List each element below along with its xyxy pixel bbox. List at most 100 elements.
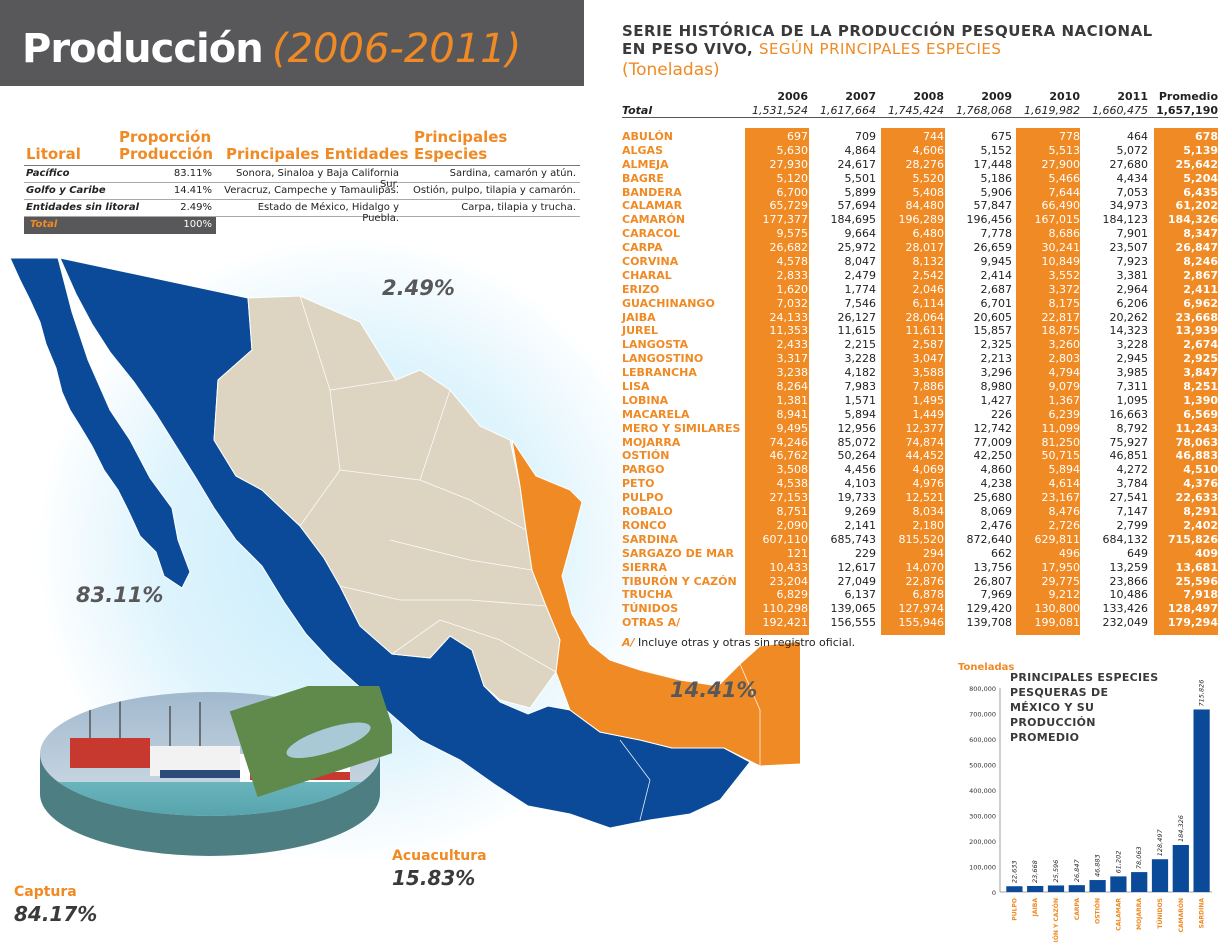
species-value: 5,520 xyxy=(912,171,945,185)
species-value: 46,883 xyxy=(1175,449,1218,463)
litoral-row: Pacífico 83.11% Sonora, Sinaloa y Baja C… xyxy=(24,166,580,190)
production-row: MERO Y SIMILARES 9,495 12,956 12,377 12,742 1… xyxy=(622,422,1218,436)
species-value: 13,756 xyxy=(973,560,1013,574)
year-header: 2009 xyxy=(981,90,1012,103)
species-value: 709 xyxy=(855,130,876,143)
production-row: LANGOSTA 2,433 2,215 2,587 2,325 3,260 3,228 2,… xyxy=(622,338,1218,352)
species-value: 6,137 xyxy=(844,588,877,602)
species-value: 4,434 xyxy=(1116,171,1149,185)
species-value: 139,065 xyxy=(830,602,877,616)
species-name: MERO Y SIMILARES xyxy=(622,421,741,435)
species-name: LANGOSTA xyxy=(622,338,689,352)
captura-pct: 84.17% xyxy=(14,902,98,926)
production-row: CAMARÓN 177,377 184,695 196,289 196,456 167,0… xyxy=(622,213,1218,227)
species-value: 7,969 xyxy=(980,588,1013,602)
species-name: PARGO xyxy=(622,463,665,477)
series-title-accent: SEGÚN PRINCIPALES ESPECIES xyxy=(758,40,1002,58)
species-name: ALGAS xyxy=(622,143,663,157)
species-value: 4,976 xyxy=(912,477,945,491)
species-value: 27,930 xyxy=(769,157,809,171)
chart-bar xyxy=(1172,844,1189,892)
species-value: 6,114 xyxy=(912,296,945,310)
litoral-especies: Ostión, pulpo, tilapia y camarón. xyxy=(412,185,576,196)
species-value: 196,289 xyxy=(898,213,945,227)
species-value: 6,701 xyxy=(980,296,1013,310)
species-value: 12,521 xyxy=(905,491,945,505)
series-title-line2: EN PESO VIVO, SEGÚN PRINCIPALES ESPECIES xyxy=(622,40,1192,58)
species-value: 697 xyxy=(787,130,808,143)
species-value: 44,452 xyxy=(905,449,945,463)
species-value: 496 xyxy=(1059,546,1080,560)
chart-y-tick-label: 200,000 xyxy=(969,838,996,846)
species-value: 2,433 xyxy=(776,338,809,352)
species-value: 1,495 xyxy=(912,393,945,407)
litoral-total-pct: 100% xyxy=(183,219,212,230)
species-value: 23,866 xyxy=(1109,574,1149,588)
species-value: 8,132 xyxy=(912,255,945,269)
species-value: 8,069 xyxy=(980,505,1013,519)
species-value: 715,826 xyxy=(1167,532,1218,546)
species-value: 5,408 xyxy=(912,185,945,199)
species-value: 3,260 xyxy=(1048,338,1081,352)
series-title-line1: SERIE HISTÓRICA DE LA PRODUCCIÓN PESQUER… xyxy=(622,22,1153,40)
production-row: PULPO 27,153 19,733 12,521 25,680 23,167 27,54… xyxy=(622,491,1218,505)
species-value: 2,674 xyxy=(1183,338,1218,352)
production-header-row: 2006 2007 2008 2009 2010 2011 Promedio xyxy=(622,90,1218,104)
species-value: 34,973 xyxy=(1109,199,1149,213)
total-value: 1,531,524 xyxy=(752,104,808,117)
production-row: ABULÓN 697 709 744 675 778 464 678 xyxy=(622,130,1218,144)
species-value: 744 xyxy=(923,130,944,143)
year-header: Promedio xyxy=(1158,90,1218,103)
species-name: ERIZO xyxy=(622,282,660,296)
species-value: 685,743 xyxy=(830,532,877,546)
species-value: 27,900 xyxy=(1041,157,1081,171)
chart-data-label: 61,202 xyxy=(1114,851,1122,874)
species-value: 815,520 xyxy=(898,532,945,546)
species-value: 7,778 xyxy=(980,227,1013,241)
species-value: 2,867 xyxy=(1183,268,1218,282)
litoral-header-entidades: Principales Entidades xyxy=(226,145,409,163)
species-value: 6,480 xyxy=(912,227,945,241)
species-value: 7,901 xyxy=(1116,227,1149,241)
species-bar-chart: Toneladas 0 100,000 200,000 300,000 400,000 50… xyxy=(958,662,1212,942)
species-value: 2,479 xyxy=(844,268,877,282)
species-value: 7,032 xyxy=(776,296,809,310)
species-value: 199,081 xyxy=(1034,616,1081,630)
species-value: 19,733 xyxy=(837,491,877,505)
species-value: 2,325 xyxy=(980,338,1013,352)
species-value: 9,945 xyxy=(980,255,1013,269)
species-value: 155,946 xyxy=(898,616,945,630)
species-value: 5,204 xyxy=(1183,171,1218,185)
species-name: CHARAL xyxy=(622,268,672,282)
species-name: PETO xyxy=(622,477,655,491)
species-value: 5,152 xyxy=(980,143,1013,157)
chart-data-label: 26,847 xyxy=(1073,859,1081,883)
chart-category-label: SARDINA xyxy=(1199,898,1206,929)
chart-y-tick-label: 600,000 xyxy=(969,736,996,744)
chart-category-label: PULPO xyxy=(1011,898,1018,921)
species-value: 18,875 xyxy=(1041,324,1081,338)
species-value: 8,686 xyxy=(1048,227,1081,241)
chart-bar xyxy=(1193,709,1210,892)
map-pct-sin-litoral: 2.49% xyxy=(382,276,455,300)
species-value: 8,034 xyxy=(912,505,945,519)
species-value: 7,644 xyxy=(1048,185,1081,199)
species-value: 42,250 xyxy=(973,449,1013,463)
species-value: 5,513 xyxy=(1048,143,1081,157)
species-value: 6,878 xyxy=(912,588,945,602)
litoral-header-row: Litoral Proporción Producción Principale… xyxy=(24,126,580,166)
page-title: Producción xyxy=(22,26,264,72)
species-value: 7,053 xyxy=(1116,185,1149,199)
year-header: 2008 xyxy=(913,90,944,103)
species-name: CARPA xyxy=(622,241,663,255)
species-value: 5,906 xyxy=(980,185,1013,199)
chart-bar xyxy=(1027,885,1044,892)
species-value: 17,448 xyxy=(973,157,1013,171)
chart-bar xyxy=(1068,885,1085,892)
species-value: 9,495 xyxy=(776,421,809,435)
species-value: 130,800 xyxy=(1034,602,1081,616)
species-value: 12,617 xyxy=(837,560,877,574)
species-value: 3,296 xyxy=(980,366,1013,380)
species-value: 8,264 xyxy=(776,380,809,394)
species-value: 5,630 xyxy=(776,143,809,157)
